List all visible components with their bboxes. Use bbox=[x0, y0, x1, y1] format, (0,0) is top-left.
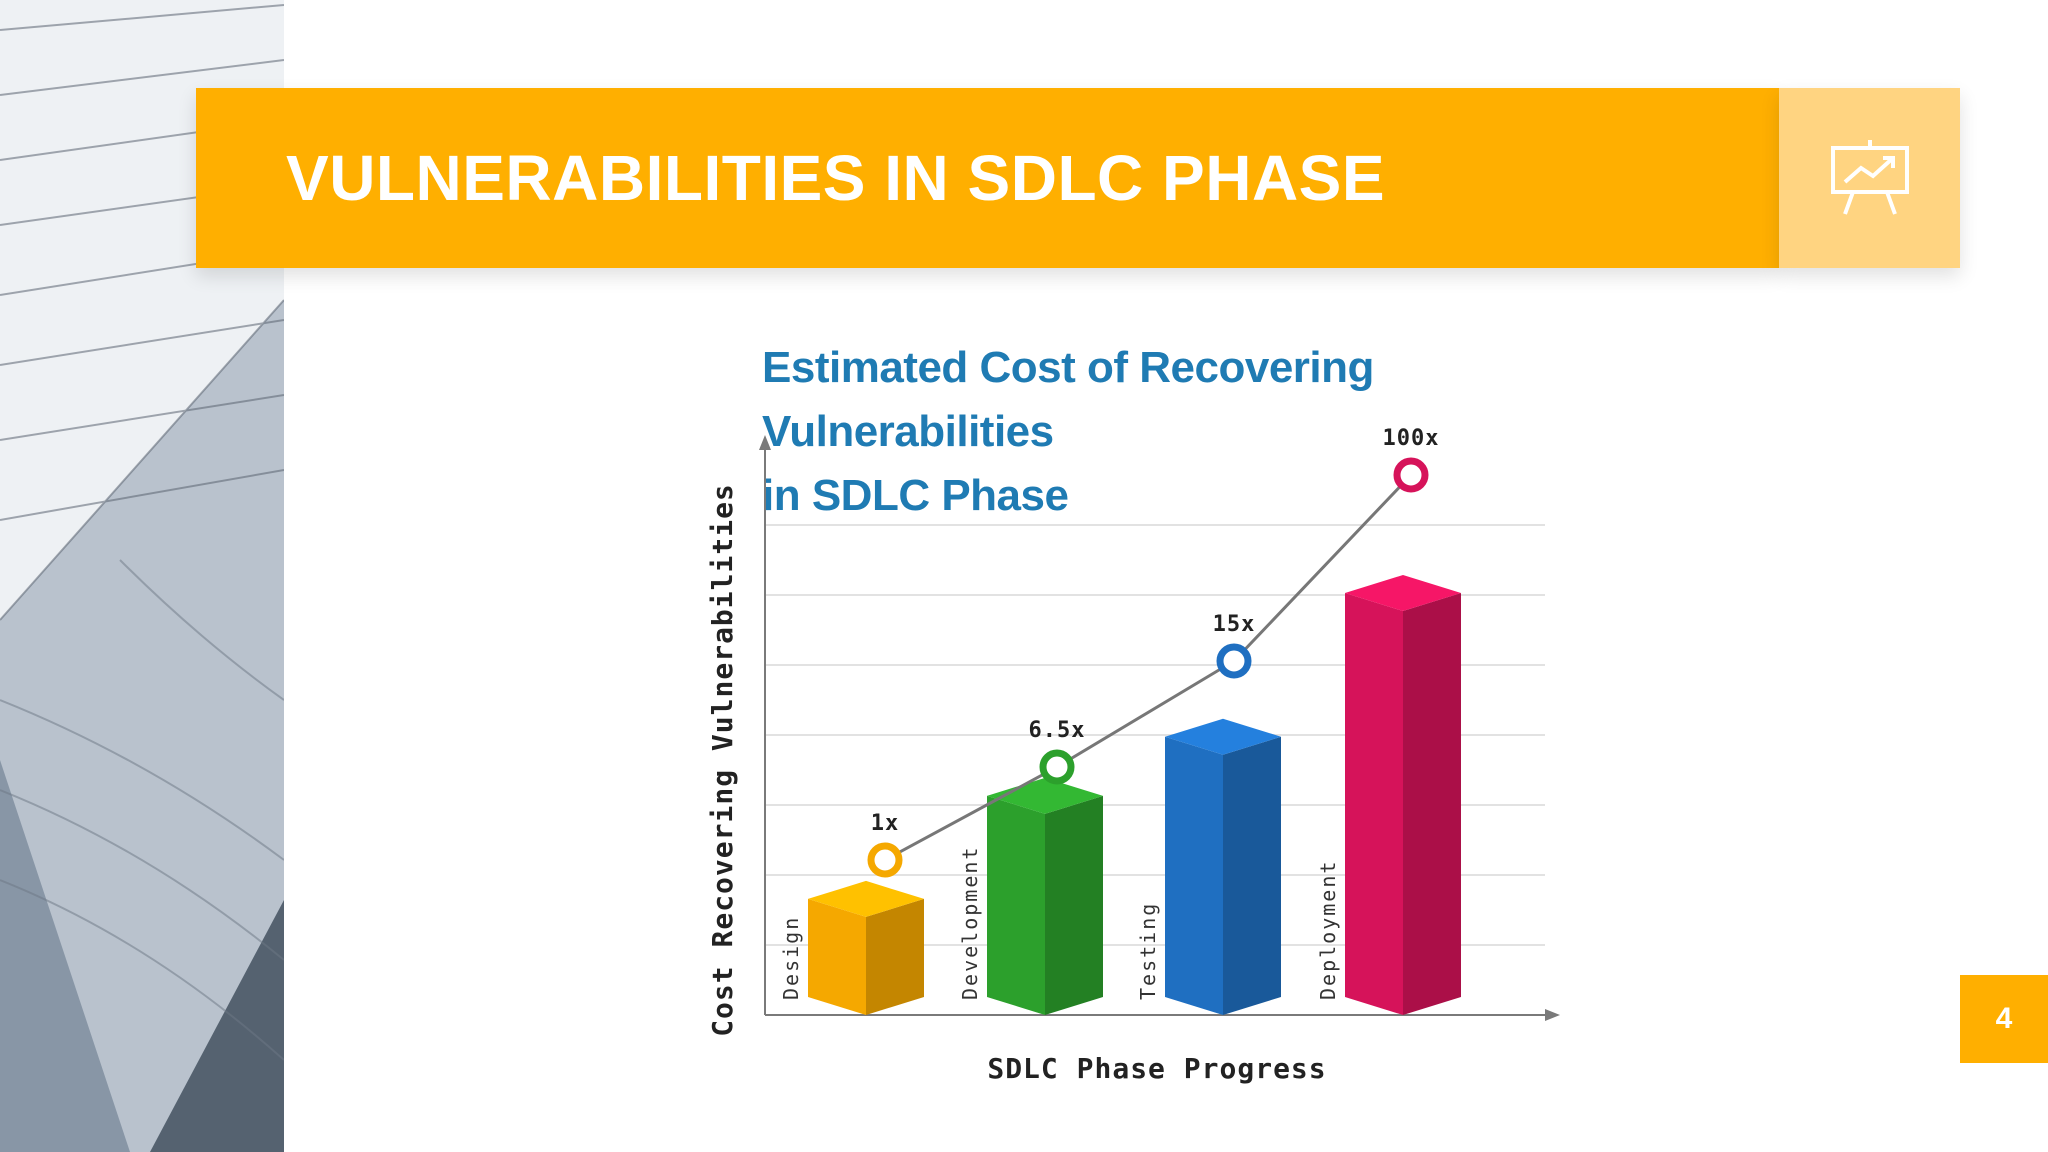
category-label: Testing bbox=[1136, 902, 1160, 1000]
trend-line bbox=[884, 473, 1413, 862]
bar-deployment-side bbox=[1403, 593, 1461, 1015]
bar-development-front bbox=[987, 795, 1045, 1015]
bar-testing-side bbox=[1223, 736, 1281, 1015]
page-number: 4 bbox=[1960, 975, 2048, 1063]
y-axis-label: Cost Recovering Vulnerabilities bbox=[706, 483, 739, 1037]
marker-testing bbox=[1216, 643, 1252, 679]
chart-title-line-1: Estimated Cost of Recovering Vulnerabili… bbox=[762, 343, 1374, 456]
y-axis-arrow bbox=[759, 435, 771, 450]
icon-box bbox=[1779, 88, 1960, 268]
marker-design bbox=[867, 842, 903, 878]
category-label: Design bbox=[779, 916, 803, 1000]
bar-testing-front bbox=[1165, 736, 1223, 1015]
value-label: 6.5x bbox=[1029, 718, 1086, 743]
bar-development-top bbox=[987, 777, 1103, 814]
value-label: 1x bbox=[871, 811, 900, 836]
x-axis-label: SDLC Phase Progress bbox=[987, 1052, 1326, 1085]
bar-design-front bbox=[808, 898, 866, 1015]
value-label: 100x bbox=[1383, 426, 1440, 451]
title-banner: VULNERABILITIES IN SDLC PHASE bbox=[196, 88, 1779, 268]
cost-chart: Cost Recovering Vulnerabilities SDLC Phas… bbox=[690, 320, 1570, 1100]
chart-title: Estimated Cost of Recovering Vulnerabili… bbox=[762, 336, 1582, 528]
value-label: 15x bbox=[1213, 612, 1256, 637]
bar-deployment-top bbox=[1345, 575, 1461, 611]
marker-deployment bbox=[1393, 457, 1429, 493]
bar-deployment-front bbox=[1345, 593, 1403, 1015]
x-axis-arrow bbox=[1545, 1009, 1560, 1021]
presentation-chart-icon bbox=[1831, 140, 1909, 215]
bar-testing-top bbox=[1165, 718, 1281, 755]
bar-development-side bbox=[1045, 795, 1103, 1015]
slide-title: VULNERABILITIES IN SDLC PHASE bbox=[286, 142, 1386, 214]
chart-title-line-2: in SDLC Phase bbox=[762, 471, 1069, 520]
bar-design-side bbox=[866, 898, 924, 1015]
category-label: Deployment bbox=[1316, 860, 1340, 1000]
marker-development bbox=[1039, 749, 1075, 785]
cost-chart-svg: Cost Recovering Vulnerabilities SDLC Phas… bbox=[706, 426, 1560, 1085]
category-label: Development bbox=[958, 846, 982, 1000]
bar-design-top bbox=[808, 880, 924, 917]
